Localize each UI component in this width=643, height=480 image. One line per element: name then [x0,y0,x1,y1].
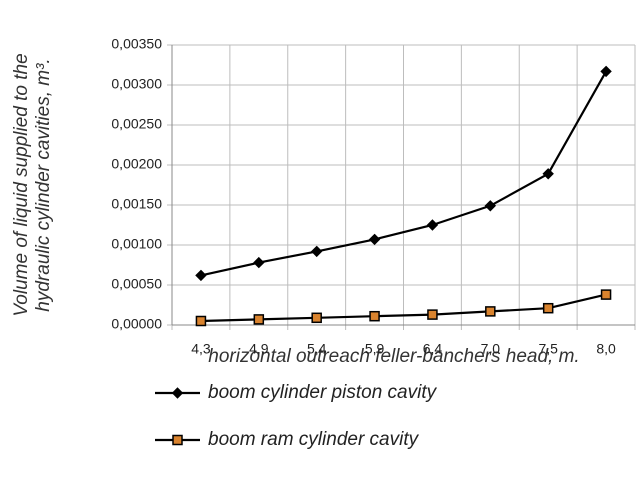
y-axis-title-line: Volume of liquid supplied to the [11,53,32,316]
x-tick-label: 7,5 [538,341,558,357]
marker [253,256,265,269]
marker [600,65,612,78]
marker [311,312,322,324]
series-line [200,293,607,323]
x-tick-label: 5,4 [307,341,327,357]
y-tick-label: 0,00100 [111,236,162,252]
legend-label: boom ram cylinder cavity [208,429,420,450]
x-tick-label: 7,0 [481,341,501,357]
marker [195,269,207,282]
y-tick-label: 0,00250 [111,116,162,132]
series-line [200,70,608,277]
y-axis-title-line: hydraulic cylinder cavities, m³. [33,58,54,311]
marker [310,245,323,258]
x-tick-label: 8,0 [596,341,616,357]
x-tick-label: 4,3 [191,341,211,357]
x-axis-title: horizontal outreach feller-banchers head… [208,346,579,367]
marker [253,314,265,325]
marker [427,309,438,320]
marker [600,289,612,300]
marker [171,387,184,399]
marker [542,168,554,180]
x-tick-label: 6,4 [423,341,443,357]
marker [484,200,497,212]
marker [195,315,207,327]
y-tick-label: 0,00000 [111,316,162,332]
y-tick-label: 0,00050 [111,276,162,292]
y-axis-title: Volume of liquid supplied to the hydraul… [11,53,54,316]
y-tick-label: 0,00150 [111,196,162,212]
marker [485,306,496,317]
legend-label: boom cylinder piston cavity [208,382,438,403]
marker [426,219,439,231]
x-tick-label: 4,9 [249,341,269,357]
marker [172,434,183,446]
x-tick-label: 5,9 [365,341,385,357]
y-tick-label: 0,00350 [111,36,162,52]
marker [369,310,380,322]
marker [542,302,554,314]
y-tick-label: 0,00300 [111,76,162,92]
y-tick-label: 0,00200 [111,156,162,172]
marker [368,233,381,246]
